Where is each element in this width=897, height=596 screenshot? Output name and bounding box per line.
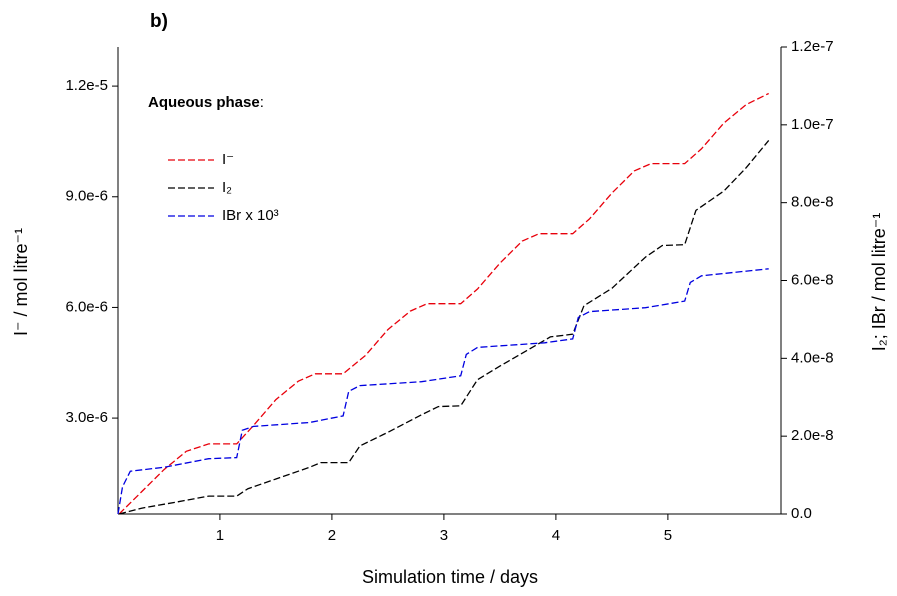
y2-tick-label: 1.2e-7 (791, 38, 834, 55)
y2-tick-label: 8.0e-8 (791, 194, 834, 211)
legend-label: IBr x 10³ (222, 207, 279, 224)
y-tick-label: 6.0e-6 (65, 298, 108, 315)
y2-tick-label: 6.0e-8 (791, 271, 834, 288)
x-tick-label: 4 (552, 527, 560, 544)
annotation-rest: : (260, 94, 264, 111)
y2-tick-label: 0.0 (791, 505, 812, 522)
y2-tick-label: 1.0e-7 (791, 116, 834, 133)
x-tick-label: 5 (664, 527, 672, 544)
y-axis-label: I⁻ / mol litre⁻¹ (11, 228, 31, 336)
series-line (117, 268, 769, 515)
series-line (118, 139, 770, 515)
legend-label: I⁻ (222, 151, 234, 168)
annotation: Aqueous phase: (148, 94, 264, 111)
x-tick-label: 2 (328, 527, 336, 544)
y2-tick-label: 4.0e-8 (791, 349, 834, 366)
y2-tick-label: 2.0e-8 (791, 427, 834, 444)
y-tick-label: 9.0e-6 (65, 188, 108, 205)
y-tick-label: 1.2e-5 (65, 77, 108, 94)
chart-title: b) (150, 11, 168, 32)
legend-label: I₂ (222, 179, 232, 196)
x-axis-label: Simulation time / days (362, 567, 538, 587)
y-tick-label: 3.0e-6 (65, 409, 108, 426)
series-line (118, 92, 769, 515)
x-tick-label: 3 (440, 527, 448, 544)
x-tick-label: 1 (216, 527, 224, 544)
y2-axis-label: I₂; IBr / mol litre⁻¹ (869, 213, 889, 352)
annotation-bold: Aqueous phase (148, 94, 260, 111)
